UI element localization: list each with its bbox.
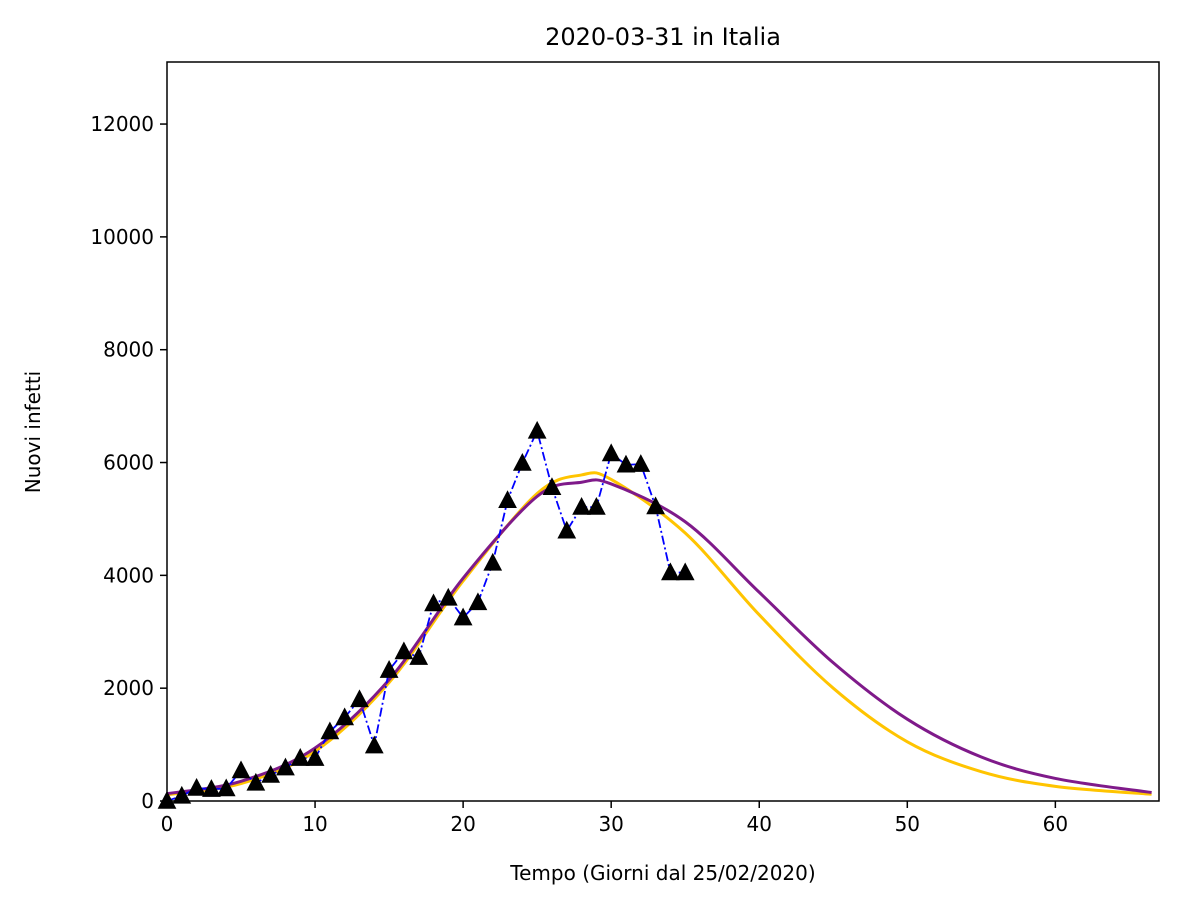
y-tick-label: 6000 — [103, 451, 154, 475]
data-point — [468, 592, 488, 611]
data-point — [335, 707, 355, 726]
y-tick-label: 12000 — [90, 112, 154, 136]
y-tick-label: 2000 — [103, 676, 154, 700]
plot-area — [157, 420, 1152, 809]
y-tick-label: 4000 — [103, 563, 154, 587]
y-axis-label: Nuovi infetti — [21, 371, 45, 493]
data-point — [675, 562, 695, 581]
data-point — [586, 497, 606, 515]
data-point — [394, 641, 414, 660]
data-point — [424, 593, 443, 612]
observed-line — [167, 428, 686, 801]
data-point — [409, 647, 429, 665]
x-axis: 0 10 20 30 40 50 60 — [161, 801, 1068, 836]
data-point — [631, 454, 651, 472]
data-point — [572, 497, 591, 515]
data-point — [601, 443, 621, 462]
data-point — [483, 552, 503, 571]
data-point — [305, 748, 325, 766]
data-point — [216, 778, 236, 797]
data-point — [453, 607, 473, 626]
fit-curve-fit_a — [167, 471, 1152, 797]
x-tick-label: 0 — [161, 812, 174, 836]
y-tick-label: 8000 — [103, 338, 154, 362]
data-point — [261, 764, 281, 783]
y-axis: 0 2000 4000 6000 8000 10000 12000 — [90, 112, 167, 813]
chart-title: 2020-03-31 in Italia — [545, 23, 781, 51]
x-axis-label: Tempo (Giorni dal 25/02/2020) — [509, 861, 815, 885]
data-point — [172, 785, 192, 804]
data-point — [512, 453, 532, 471]
x-tick-label: 20 — [450, 812, 475, 836]
x-tick-label: 50 — [895, 812, 920, 836]
y-tick-label: 10000 — [90, 225, 154, 249]
data-point — [290, 748, 310, 766]
data-point — [661, 562, 680, 581]
data-point — [498, 490, 517, 509]
data-point — [364, 735, 384, 754]
data-point — [379, 660, 399, 678]
x-tick-label: 40 — [747, 812, 772, 836]
data-point — [616, 454, 636, 473]
x-tick-label: 60 — [1043, 812, 1068, 836]
x-tick-label: 30 — [598, 812, 623, 836]
data-point — [557, 520, 577, 539]
data-point — [246, 772, 266, 791]
fit-curve-fit_b — [167, 478, 1152, 796]
data-point — [276, 757, 295, 776]
data-point — [350, 689, 369, 708]
data-point — [527, 420, 547, 439]
x-tick-label: 10 — [302, 812, 327, 836]
data-point — [438, 587, 458, 606]
plot-frame — [166, 61, 1160, 802]
data-point — [202, 779, 221, 797]
data-point — [646, 496, 665, 515]
data-point — [187, 777, 206, 796]
data-point — [231, 760, 251, 779]
data-point — [320, 721, 340, 740]
data-point — [542, 477, 562, 496]
y-tick-label: 0 — [141, 789, 154, 813]
